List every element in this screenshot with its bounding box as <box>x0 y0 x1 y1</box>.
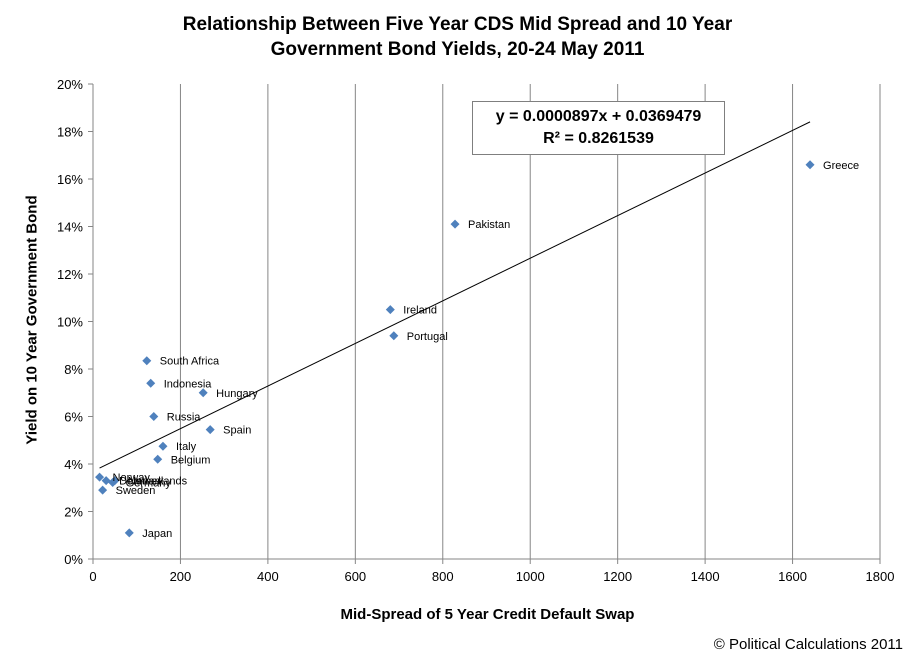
data-point-denmark <box>101 476 111 486</box>
point-label-portugal: Portugal <box>407 331 448 343</box>
data-point-germany <box>108 478 118 488</box>
data-point-hungary <box>198 388 208 398</box>
point-label-sweden: Sweden <box>116 485 156 497</box>
chart-title-line-1: Relationship Between Five Year CDS Mid S… <box>182 14 733 35</box>
data-point-portugal <box>389 331 399 341</box>
x-axis-label: Mid-Spread of 5 Year Credit Default Swap <box>340 606 635 623</box>
data-point-indonesia <box>146 378 156 388</box>
trendline-equation: y = 0.0000897x + 0.0369479 <box>495 108 702 125</box>
point-label-indonesia: Indonesia <box>164 378 213 390</box>
y-tick-label: 6% <box>64 410 83 425</box>
y-tick-label: 0% <box>64 552 83 567</box>
point-label-denmark: Denmark <box>119 476 164 488</box>
y-tick-label: 10% <box>57 315 83 330</box>
point-label-greece: Greece <box>823 160 859 172</box>
data-point-greece <box>805 160 815 170</box>
point-label-norway: Norway <box>113 472 151 484</box>
x-tick-label: 200 <box>170 569 192 584</box>
x-tick-label: 0 <box>89 569 96 584</box>
point-label-ireland: Ireland <box>403 305 437 317</box>
y-axis-label: Yield on 10 Year Government Bond <box>23 195 41 445</box>
y-tick-label: 8% <box>64 362 83 377</box>
y-tick-label: 18% <box>57 125 83 140</box>
chart-title: Relationship Between Five Year CDS Mid S… <box>0 12 915 62</box>
data-point-russia <box>149 412 159 421</box>
data-point-sweden <box>98 485 108 495</box>
copyright-notice: © Political Calculations 2011 <box>713 636 903 653</box>
trendline-equation-box: y = 0.0000897x + 0.0369479 R² = 0.826153… <box>472 101 725 155</box>
point-label-hungary: Hungary <box>216 388 258 400</box>
trendline-line <box>99 121 811 469</box>
data-point-pakistan <box>450 219 460 229</box>
y-tick-label: 16% <box>57 172 83 187</box>
y-tick-label: 12% <box>57 267 83 282</box>
point-label-germany: Germany <box>126 478 172 490</box>
x-tick-label: 800 <box>432 569 454 584</box>
point-label-south-africa: South Africa <box>160 356 220 368</box>
y-tick-label: 20% <box>57 77 83 92</box>
point-label-netherlands: Netherlands <box>128 476 188 488</box>
y-tick-label: 14% <box>57 220 83 235</box>
x-tick-label: 600 <box>344 569 366 584</box>
point-label-spain: Spain <box>223 425 251 437</box>
data-point-spain <box>205 425 215 435</box>
x-tick-label: 1600 <box>778 569 807 584</box>
point-label-pakistan: Pakistan <box>468 219 510 231</box>
point-label-belgium: Belgium <box>171 454 211 466</box>
trendline <box>99 121 811 469</box>
data-points <box>95 160 815 538</box>
chart-title-line-2: Government Bond Yields, 20-24 May 2011 <box>270 39 645 60</box>
gridlines <box>179 84 881 559</box>
x-tick-label: 1200 <box>603 569 632 584</box>
data-point-belgium <box>153 454 163 464</box>
point-label-japan: Japan <box>142 528 172 540</box>
point-label-russia: Russia <box>167 412 202 424</box>
point-label-italy: Italy <box>176 441 197 453</box>
trendline-r-squared: R² = 0.8261539 <box>543 130 654 147</box>
axes: 0 200 400 600 800 1000 1200 1400 1600 1800 0% 2% 4% 6… <box>57 77 894 584</box>
y-tick-label: 4% <box>64 457 83 472</box>
x-tick-label: 400 <box>257 569 279 584</box>
y-tick-label: 2% <box>64 505 83 520</box>
x-tick-label: 1400 <box>691 569 720 584</box>
data-point-norway <box>95 472 105 482</box>
data-point-south-africa <box>142 356 152 366</box>
x-tick-label: 1800 <box>866 569 895 584</box>
data-point-ireland <box>385 305 395 315</box>
x-tick-label: 1000 <box>516 569 545 584</box>
data-point-italy <box>158 441 168 451</box>
data-point-japan <box>124 528 134 538</box>
point-labels: Greece Pakistan Ireland Portugal South Afric… <box>113 160 860 540</box>
